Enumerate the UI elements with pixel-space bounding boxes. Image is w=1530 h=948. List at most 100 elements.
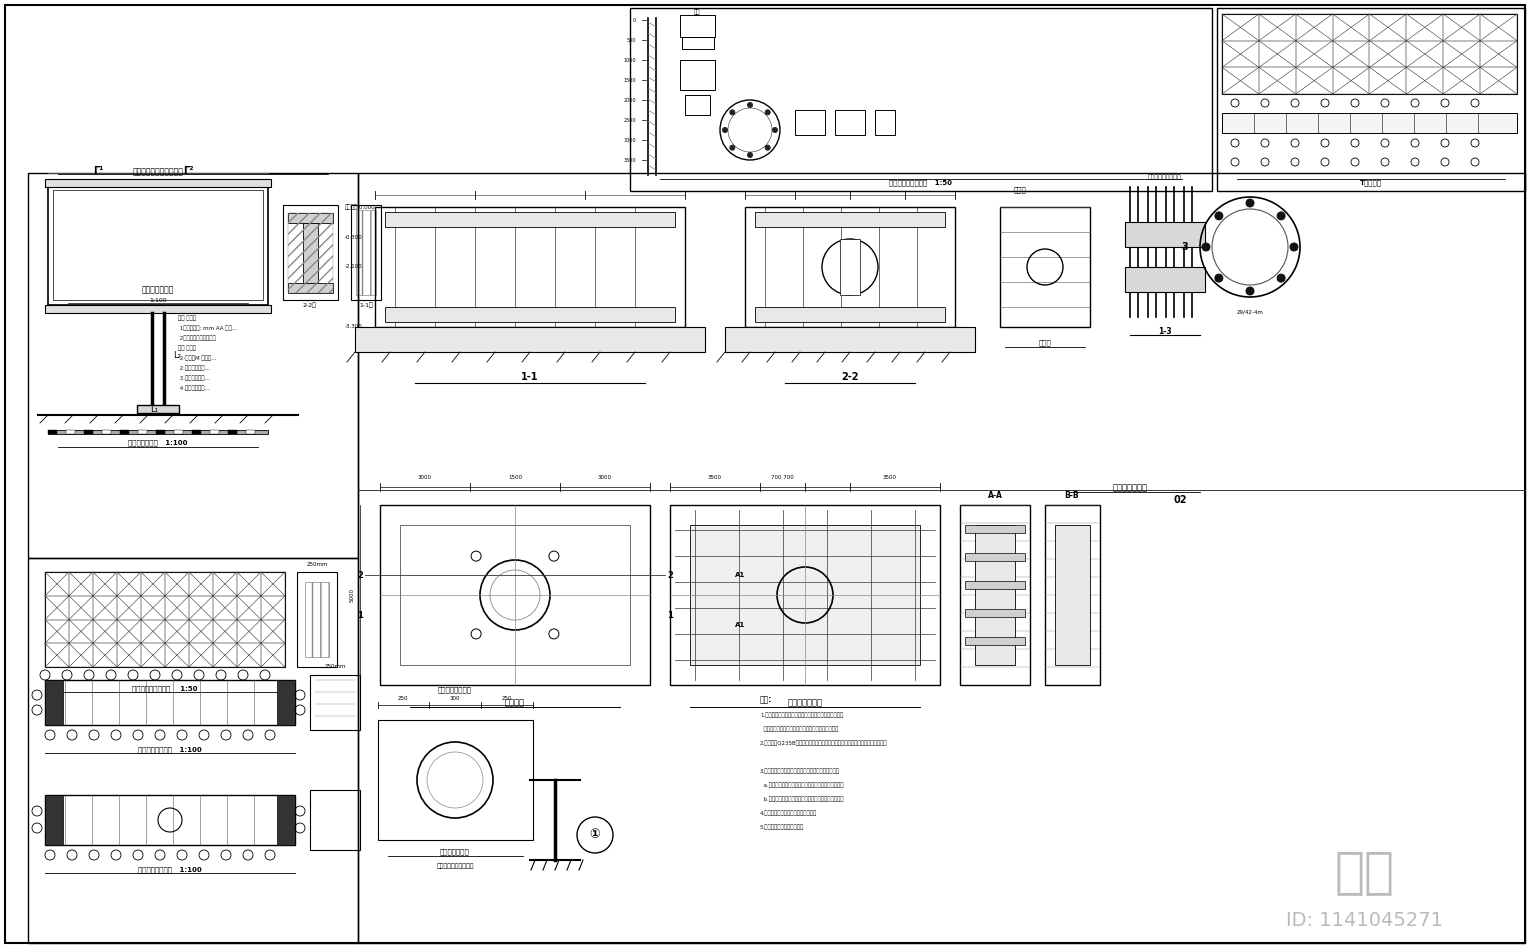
Bar	[1406, 67, 1443, 94]
Bar	[191, 430, 200, 434]
Text: 3500: 3500	[624, 157, 636, 162]
Bar	[975, 525, 1014, 665]
Bar	[1296, 14, 1333, 41]
Bar	[1406, 14, 1443, 41]
Bar	[93, 572, 116, 595]
Text: L₂: L₂	[173, 351, 181, 359]
Bar	[210, 430, 219, 434]
Bar	[116, 595, 141, 619]
Text: 5000: 5000	[349, 588, 355, 602]
Bar	[141, 595, 165, 619]
Text: -0.300: -0.300	[344, 234, 363, 240]
Text: 5.防锈处理要求同防锈说明。: 5.防锈处理要求同防锈说明。	[760, 824, 805, 830]
Bar	[47, 185, 268, 305]
Text: 02: 02	[1174, 495, 1187, 505]
Circle shape	[722, 127, 727, 133]
Text: 250mm: 250mm	[306, 561, 327, 567]
Bar	[69, 644, 93, 667]
Bar	[965, 609, 1025, 617]
Bar	[297, 572, 337, 667]
Text: 知天利万: 知天利万	[54, 185, 66, 215]
Bar	[165, 644, 190, 667]
Bar	[213, 644, 237, 667]
Bar	[965, 637, 1025, 645]
Text: 300: 300	[450, 696, 461, 701]
Text: 2-材料：M 钢材型...: 2-材料：M 钢材型...	[177, 356, 216, 361]
Bar	[165, 572, 190, 595]
Bar	[288, 213, 334, 293]
Bar	[1222, 113, 1518, 133]
Text: 3: 3	[1181, 242, 1189, 252]
Bar	[47, 430, 268, 434]
Text: www.znzmo.com: www.znzmo.com	[558, 275, 641, 325]
Text: www.znzmo.com: www.znzmo.com	[759, 354, 840, 406]
Bar	[44, 179, 271, 187]
Bar	[141, 619, 165, 644]
Text: www.znzmo.com: www.znzmo.com	[858, 655, 941, 705]
Text: 4.各构件表面防...: 4.各构件表面防...	[177, 385, 210, 391]
Text: b.钢结构构件尺寸允许偏差：按设计图纸中说明执行。: b.钢结构构件尺寸允许偏差：按设计图纸中说明执行。	[760, 796, 843, 802]
Text: 2、螺栓规格见各节点图: 2、螺栓规格见各节点图	[177, 336, 216, 340]
Bar	[262, 619, 285, 644]
Bar	[1045, 505, 1100, 685]
Text: 2500: 2500	[624, 118, 636, 122]
Text: 2.零部件按图纸...: 2.零部件按图纸...	[177, 365, 210, 371]
Bar	[356, 210, 376, 295]
Bar	[277, 680, 295, 725]
Bar	[1369, 41, 1406, 67]
Bar	[283, 205, 338, 300]
Circle shape	[748, 153, 753, 157]
Bar	[44, 619, 69, 644]
Bar	[745, 207, 955, 327]
Bar	[44, 595, 69, 619]
Circle shape	[1203, 243, 1210, 251]
Text: 说明:: 说明:	[760, 696, 773, 704]
Bar	[141, 644, 165, 667]
Text: 2: 2	[667, 571, 673, 579]
Bar	[69, 595, 93, 619]
Bar	[44, 305, 271, 313]
Text: www.znzmo.com: www.znzmo.com	[260, 154, 340, 207]
Bar	[288, 283, 334, 293]
Text: www.znzmo.com: www.znzmo.com	[909, 475, 991, 525]
Text: www.znzmo.com: www.znzmo.com	[959, 275, 1040, 325]
Bar	[1443, 14, 1480, 41]
Bar	[1001, 207, 1089, 327]
Text: 3500: 3500	[883, 475, 897, 480]
Text: www.znzmo.com: www.znzmo.com	[1160, 314, 1241, 366]
Text: 顶接件: 顶接件	[1013, 187, 1027, 193]
Bar	[1480, 14, 1518, 41]
Text: www.znzmo.com: www.znzmo.com	[1060, 134, 1140, 186]
Bar	[1259, 41, 1296, 67]
Text: 1: 1	[667, 611, 673, 619]
Text: www.znzmo.com: www.znzmo.com	[309, 524, 390, 576]
Text: 3000: 3000	[418, 475, 431, 480]
Circle shape	[1278, 212, 1285, 220]
Text: 3500: 3500	[708, 475, 722, 480]
Bar	[679, 15, 715, 37]
Bar	[66, 430, 75, 434]
Bar	[1333, 14, 1369, 41]
Bar	[679, 60, 715, 90]
Text: 1000: 1000	[624, 58, 636, 63]
Text: 0: 0	[633, 17, 636, 23]
Bar	[69, 572, 93, 595]
Bar	[959, 505, 1030, 685]
Bar	[1222, 67, 1259, 94]
Text: www.znzmo.com: www.znzmo.com	[710, 514, 791, 566]
Bar	[304, 582, 329, 657]
Text: 顶接件: 顶接件	[1039, 339, 1051, 346]
Bar	[386, 307, 675, 322]
Text: 4.所有焊缝均为双面满焊，尺寸如图。: 4.所有焊缝均为双面满焊，尺寸如图。	[760, 811, 817, 816]
Bar	[103, 430, 112, 434]
Text: 基础配筋平面图: 基础配筋平面图	[788, 699, 823, 707]
Bar	[1222, 14, 1259, 41]
Circle shape	[730, 110, 734, 115]
Bar	[840, 239, 860, 295]
Text: 详图: 详图	[693, 9, 701, 15]
Text: L₁: L₁	[150, 406, 158, 414]
Text: www.znzmo.com: www.znzmo.com	[109, 475, 191, 525]
Bar	[84, 430, 93, 434]
Text: 250: 250	[398, 696, 409, 701]
Bar	[44, 795, 295, 845]
